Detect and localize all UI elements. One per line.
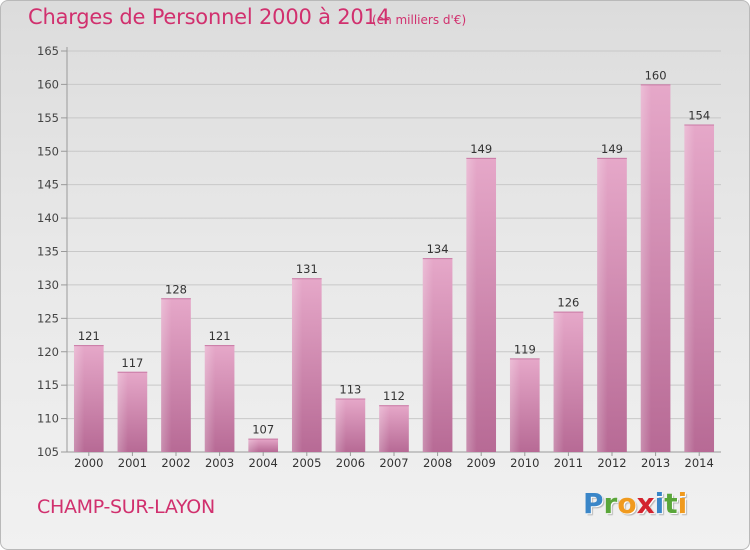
logo-letter: P	[583, 487, 604, 520]
chart-subtitle: (en milliers d'€)	[372, 13, 467, 27]
x-tick-label: 2008	[423, 456, 452, 470]
bar-value-label: 131	[296, 262, 318, 276]
x-tick-label: 2002	[161, 456, 190, 470]
bar-highlight	[248, 438, 259, 452]
bar-value-label: 107	[252, 423, 274, 437]
bar-value-label: 134	[427, 242, 449, 256]
bar-value-label: 149	[601, 142, 623, 156]
bar-value-label: 121	[209, 329, 231, 343]
bar-value-label: 128	[165, 282, 187, 296]
y-tick-label: 155	[37, 111, 59, 125]
y-tick-label: 160	[37, 77, 59, 91]
x-tick-label: 2014	[685, 456, 714, 470]
logo-letter: x	[636, 487, 655, 520]
bar-highlight	[684, 124, 695, 453]
y-tick-label: 120	[37, 345, 59, 359]
x-tick-label: 2006	[336, 456, 365, 470]
bar-highlight	[73, 345, 85, 452]
x-tick-label: 2001	[118, 456, 147, 470]
bar-value-label: 126	[557, 296, 579, 310]
bar-highlight	[161, 298, 172, 452]
bar-highlight	[597, 157, 608, 452]
x-tick-label: 2010	[510, 456, 539, 470]
y-tick-label: 105	[37, 445, 59, 459]
y-tick-label: 145	[37, 178, 59, 192]
x-tick-label: 2007	[379, 456, 408, 470]
bar-highlight	[335, 398, 346, 452]
bar-highlight	[204, 345, 216, 452]
bar-highlight	[422, 258, 434, 452]
y-tick-label: 165	[37, 44, 59, 58]
x-tick-label: 2011	[554, 456, 583, 470]
y-tick-label: 125	[37, 311, 59, 325]
y-tick-label: 135	[37, 245, 59, 259]
x-tick-label: 2003	[205, 456, 234, 470]
bar-highlight	[553, 311, 564, 452]
x-tick-label: 2004	[249, 456, 278, 470]
y-tick-label: 115	[37, 378, 59, 392]
y-tick-label: 110	[37, 412, 59, 426]
x-tick-label: 2009	[467, 456, 496, 470]
logo-letter: i	[654, 487, 665, 520]
commune-name: CHAMP-SUR-LAYON	[37, 496, 215, 518]
bar-value-label: 113	[339, 383, 361, 397]
x-tick-label: 2013	[641, 456, 670, 470]
bar-highlight	[640, 84, 652, 453]
logo-letter: i	[677, 487, 688, 520]
bar-highlight	[379, 405, 390, 452]
y-tick-label: 150	[37, 144, 59, 158]
bar-value-label: 119	[514, 342, 536, 356]
bar-value-label: 149	[470, 142, 492, 156]
x-tick-label: 2000	[74, 456, 103, 470]
logo-letter: r	[603, 487, 618, 520]
x-tick-label: 2012	[597, 456, 626, 470]
bar-highlight	[509, 358, 521, 452]
bar-value-label: 112	[383, 389, 405, 403]
bar-value-label: 121	[78, 329, 100, 343]
bar-value-label: 117	[121, 356, 143, 370]
bar-highlight	[291, 278, 303, 452]
logo-letter: t	[664, 487, 678, 520]
proxiti-logo[interactable]: Proxiti	[583, 487, 687, 520]
y-tick-label: 130	[37, 278, 59, 292]
bar-highlight	[466, 157, 477, 452]
bar-value-label: 154	[688, 109, 710, 123]
logo-letter: o	[617, 487, 637, 520]
y-tick-label: 140	[37, 211, 59, 225]
chart-title: Charges de Personnel 2000 à 2014	[28, 5, 390, 29]
bar-highlight	[117, 371, 128, 452]
bar-value-label: 160	[645, 68, 667, 82]
x-tick-label: 2005	[292, 456, 321, 470]
